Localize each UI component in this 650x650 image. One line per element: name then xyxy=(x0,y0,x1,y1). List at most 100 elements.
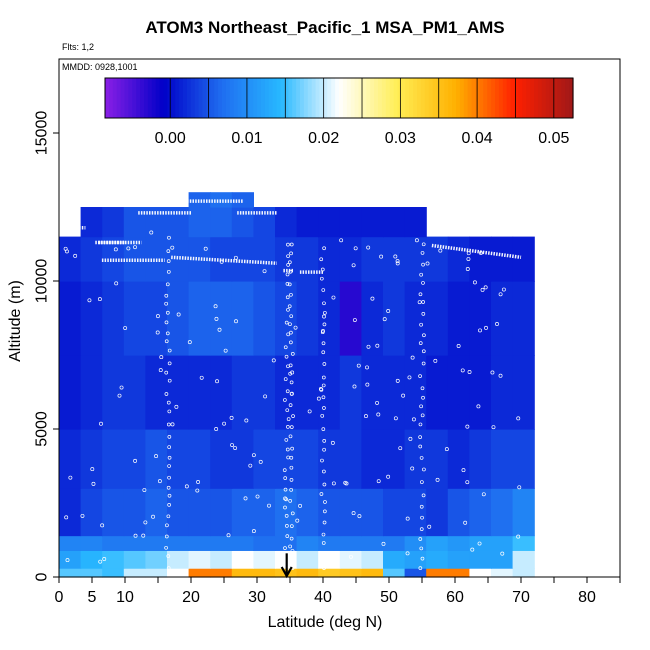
sample-point xyxy=(408,436,413,441)
heatmap-cell xyxy=(447,236,470,282)
heatmap-cell xyxy=(253,535,276,551)
heatmap-cell xyxy=(491,535,514,551)
heatmap-cell xyxy=(59,355,82,430)
sample-point xyxy=(433,358,438,363)
heatmap-cell xyxy=(80,488,103,537)
heatmap-cell xyxy=(102,535,125,551)
heatmap-cell xyxy=(123,550,146,569)
profile-point xyxy=(320,413,325,418)
sample-point xyxy=(187,340,192,345)
colorbar-segment xyxy=(518,78,523,118)
colorbar-segment xyxy=(159,78,165,118)
heatmap-cell xyxy=(231,281,254,356)
profile-point xyxy=(418,435,422,439)
x-axis-label: Latitude (deg N) xyxy=(267,614,383,631)
sample-point xyxy=(472,280,477,285)
sample-point xyxy=(149,230,154,235)
profile-point xyxy=(290,446,294,451)
sample-point xyxy=(114,281,119,286)
colorbar-segment xyxy=(198,78,204,118)
profile-point xyxy=(289,455,294,460)
profile-point xyxy=(289,392,294,396)
heatmap-cell xyxy=(512,236,535,282)
profile-point xyxy=(289,292,293,297)
sample-point xyxy=(516,416,521,421)
colorbar-segment xyxy=(264,78,270,118)
heatmap-cell xyxy=(383,236,406,282)
heatmap-cell xyxy=(231,488,254,537)
heatmap-cell xyxy=(296,281,319,356)
sample-point xyxy=(353,246,358,251)
colorbar-segment xyxy=(498,78,504,118)
colorbar-segment xyxy=(385,78,391,118)
profile-point xyxy=(286,307,290,312)
heatmap-cell xyxy=(59,568,82,578)
sample-point xyxy=(386,309,391,313)
colorbar-segment xyxy=(155,78,161,118)
heatmap-cell xyxy=(404,355,427,430)
heatmap-cell xyxy=(361,568,384,578)
heatmap-cell xyxy=(123,207,146,238)
heatmap-cell xyxy=(167,281,190,356)
sample-point xyxy=(119,385,124,390)
heatmap-cell xyxy=(339,207,362,238)
colorbar-segment xyxy=(471,78,477,118)
colorbar-segment xyxy=(530,78,535,118)
x-tick-label: 60 xyxy=(446,589,464,606)
colorbar-segment xyxy=(428,78,434,118)
sample-point xyxy=(176,312,181,317)
sample-point xyxy=(366,344,371,349)
colorbar-segment xyxy=(459,78,465,118)
colorbar-segment xyxy=(479,78,484,118)
colorbar-segment xyxy=(561,78,566,118)
profile-point xyxy=(284,514,289,518)
sample-point xyxy=(491,425,496,430)
sample-point xyxy=(73,253,78,258)
colorbar-segment xyxy=(549,78,555,118)
profile-point xyxy=(284,438,289,442)
profile-point xyxy=(166,249,171,253)
colorbar-segment xyxy=(362,78,367,118)
colorbar-segment xyxy=(112,78,118,118)
heatmap-cell xyxy=(253,236,276,282)
dates-note: MMDD: 0928,1001 xyxy=(62,62,138,72)
colorbar-segment xyxy=(401,78,406,118)
heatmap-cell xyxy=(296,236,319,282)
sample-point xyxy=(478,251,483,255)
heatmap-cell xyxy=(188,355,211,430)
profile-point xyxy=(319,257,324,262)
heatmap-cell xyxy=(426,568,449,578)
sample-point xyxy=(364,414,368,419)
profile-point xyxy=(420,556,425,561)
colorbar-segment xyxy=(194,78,200,118)
colorbar-segment xyxy=(553,78,558,118)
profile-point xyxy=(283,476,288,480)
sample-point xyxy=(64,515,69,520)
y-tick-label: 10000 xyxy=(34,259,51,304)
colorbar-tick-label: 0.05 xyxy=(538,130,569,147)
sample-point xyxy=(298,503,303,508)
heatmap-cell xyxy=(491,488,514,537)
profile-point xyxy=(288,322,292,327)
heatmap-cell xyxy=(123,535,146,551)
profile-point xyxy=(322,520,327,525)
heatmap-cell xyxy=(80,568,103,578)
x-tick-label: 5 xyxy=(88,589,97,606)
sample-point xyxy=(215,379,220,384)
profile-point xyxy=(164,293,169,298)
sample-point xyxy=(307,409,312,414)
y-tick-label: 0 xyxy=(34,572,51,581)
sample-point xyxy=(498,373,503,378)
heatmap-cell xyxy=(296,568,319,578)
sample-point xyxy=(213,304,218,309)
heatmap-cell xyxy=(102,207,125,238)
colorbar-segment xyxy=(424,78,430,118)
sample-point xyxy=(248,463,253,468)
heatmap-cell xyxy=(59,550,82,569)
sample-point xyxy=(470,547,475,552)
profile-point xyxy=(419,272,424,277)
sample-point xyxy=(157,479,162,484)
sample-point xyxy=(219,259,224,264)
profile-point xyxy=(420,386,425,391)
colorbar-tick-label: 0.04 xyxy=(462,130,493,147)
